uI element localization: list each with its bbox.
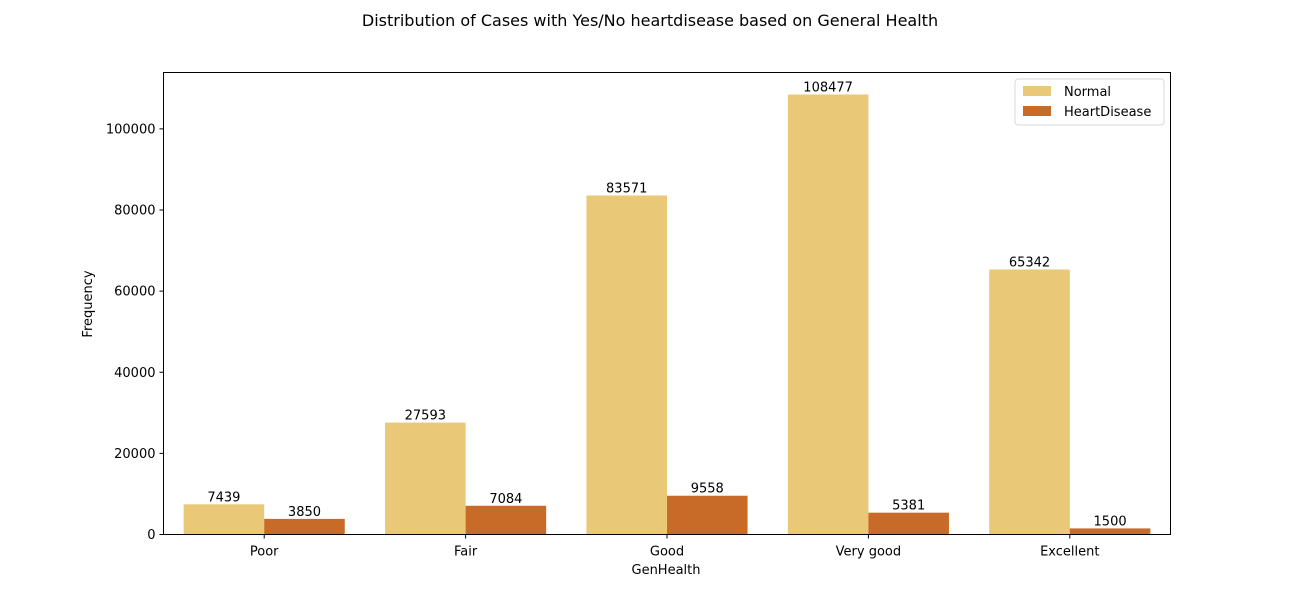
y-tick-label: 60000 xyxy=(114,285,155,300)
y-tick-label: 40000 xyxy=(114,366,155,381)
data-label-normal: 27593 xyxy=(405,409,446,424)
data-label-heartdisease: 5381 xyxy=(892,499,925,514)
x-axis-label: GenHealth xyxy=(632,563,701,578)
bar-heartdisease xyxy=(1069,528,1151,535)
bar-normal xyxy=(183,504,265,535)
data-label-normal: 83571 xyxy=(606,182,647,197)
data-label-normal: 65342 xyxy=(1009,255,1050,270)
data-label-heartdisease: 9558 xyxy=(691,482,724,497)
legend-box xyxy=(1014,78,1165,126)
bar-normal xyxy=(385,422,466,535)
y-axis-label: Frequency xyxy=(81,270,96,337)
legend-label-heartdisease: HeartDisease xyxy=(1064,105,1151,120)
data-label-normal: 7439 xyxy=(207,490,240,505)
chart-title: Distribution of Cases with Yes/No heartd… xyxy=(362,11,938,30)
y-axis: 0 20000 40000 60000 80000 100000 xyxy=(106,122,164,543)
data-label-heartdisease: 7084 xyxy=(489,492,522,507)
bar-heartdisease xyxy=(465,505,547,535)
legend: Normal HeartDisease xyxy=(1014,78,1165,126)
y-tick-label: 20000 xyxy=(114,447,155,462)
data-labels-group: 7439 3850 27593 7084 83571 9558 108477 5381 6534… xyxy=(207,80,1126,529)
bar-normal xyxy=(586,195,667,535)
data-label-heartdisease: 1500 xyxy=(1094,514,1127,529)
x-tick-label: Good xyxy=(650,545,684,560)
data-label-heartdisease: 3850 xyxy=(288,505,321,520)
bar-normal xyxy=(787,94,869,535)
x-tick-label: Very good xyxy=(836,545,901,560)
bar-heartdisease xyxy=(868,512,949,535)
x-tick-label: Fair xyxy=(454,545,478,560)
legend-label-normal: Normal xyxy=(1064,85,1111,100)
legend-swatch-normal xyxy=(1023,86,1051,96)
bar-normal xyxy=(989,269,1070,535)
x-tick-label: Poor xyxy=(250,545,279,560)
bar-heartdisease xyxy=(667,495,748,535)
plot-frame xyxy=(163,72,1171,535)
bar-heartdisease xyxy=(264,518,345,535)
data-label-normal: 108477 xyxy=(803,80,853,95)
y-tick-label: 80000 xyxy=(114,204,155,219)
x-tick-label: Excellent xyxy=(1040,545,1099,560)
y-tick-label: 100000 xyxy=(106,122,156,137)
y-tick-label: 0 xyxy=(147,528,155,543)
bars-group xyxy=(183,94,1151,535)
legend-swatch-heartdisease xyxy=(1023,106,1051,116)
x-axis: Poor Fair Good Very good Excellent xyxy=(250,534,1099,560)
